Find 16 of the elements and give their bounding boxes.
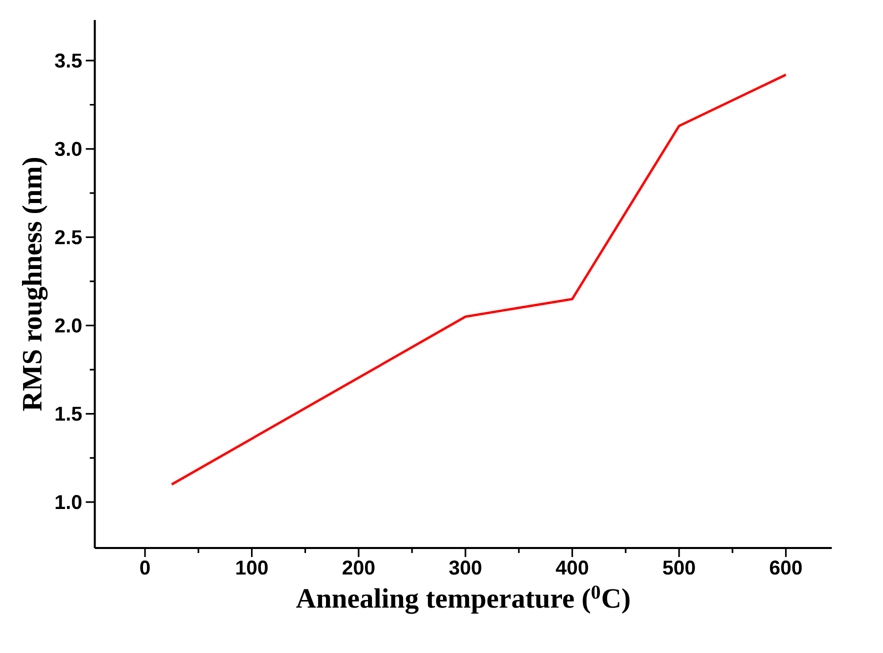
x-axis-title: Annealing temperature ($^{0}$C) <box>296 586 630 614</box>
x-tick-label: 500 <box>662 560 695 575</box>
y-tick-label: 2.0 <box>55 318 82 333</box>
x-tick-label: 600 <box>770 560 802 575</box>
x-tick-label: 200 <box>342 560 374 575</box>
y-axis-title: RMS roughness (nm) <box>22 158 48 411</box>
x-tick-label: 400 <box>556 560 588 575</box>
y-tick-label: 1.5 <box>56 406 82 421</box>
x-tick-label: 100 <box>236 560 268 575</box>
line-series <box>170 74 788 486</box>
y-tick-label: 1.0 <box>56 495 82 510</box>
y-tick-label: 2.5 <box>55 230 82 244</box>
y-tick-label: 3.5 <box>54 54 82 68</box>
x-tick-label: 0 <box>140 560 150 575</box>
x-tick-label: 300 <box>449 560 482 575</box>
y-tick-label: 3.0 <box>54 142 82 156</box>
